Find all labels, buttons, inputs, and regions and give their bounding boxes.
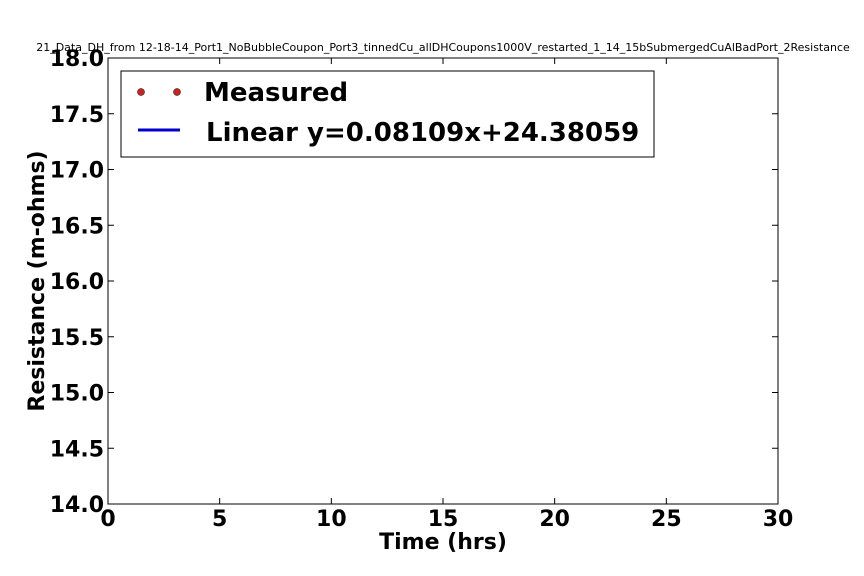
x-tick-label: 20 — [539, 507, 570, 532]
legend-measured-marker — [173, 88, 181, 96]
x-tick-label: 30 — [763, 507, 794, 532]
y-tick-label: 17.0 — [50, 159, 104, 184]
y-tick-label: 15.5 — [50, 326, 104, 351]
y-axis-ticks: 14.0 14.5 15.0 15.5 16.0 16.5 17.0 17.5 18.0 — [50, 47, 778, 518]
y-tick-label: 16.0 — [50, 270, 104, 295]
y-tick-label: 16.5 — [50, 214, 104, 239]
x-tick-label: 25 — [651, 507, 682, 532]
x-tick-label: 0 — [100, 507, 115, 532]
y-tick-label: 14.0 — [50, 493, 104, 518]
chart-title: 21_Data_DH_from 12-18-14_Port1_NoBubbleC… — [36, 41, 850, 54]
legend-measured-label: Measured — [204, 78, 348, 108]
y-tick-label: 14.5 — [50, 437, 104, 462]
y-tick-label: 18.0 — [50, 47, 104, 72]
x-axis-label: Time (hrs) — [379, 530, 507, 555]
y-tick-label: 15.0 — [50, 382, 104, 407]
legend-box — [120, 70, 655, 158]
x-tick-label: 10 — [316, 507, 347, 532]
legend-measured-marker — [137, 88, 145, 96]
x-tick-label: 15 — [428, 507, 459, 532]
legend: Measured Linear y=0.08109x+24.38059 — [120, 70, 655, 158]
y-tick-label: 17.5 — [50, 103, 104, 128]
legend-linear-label: Linear y=0.08109x+24.38059 — [206, 118, 639, 148]
y-axis-label: Resistance (m-ohms) — [25, 150, 50, 411]
x-axis-ticks: 0 5 10 15 20 25 30 — [100, 58, 793, 532]
x-tick-label: 5 — [212, 507, 227, 532]
